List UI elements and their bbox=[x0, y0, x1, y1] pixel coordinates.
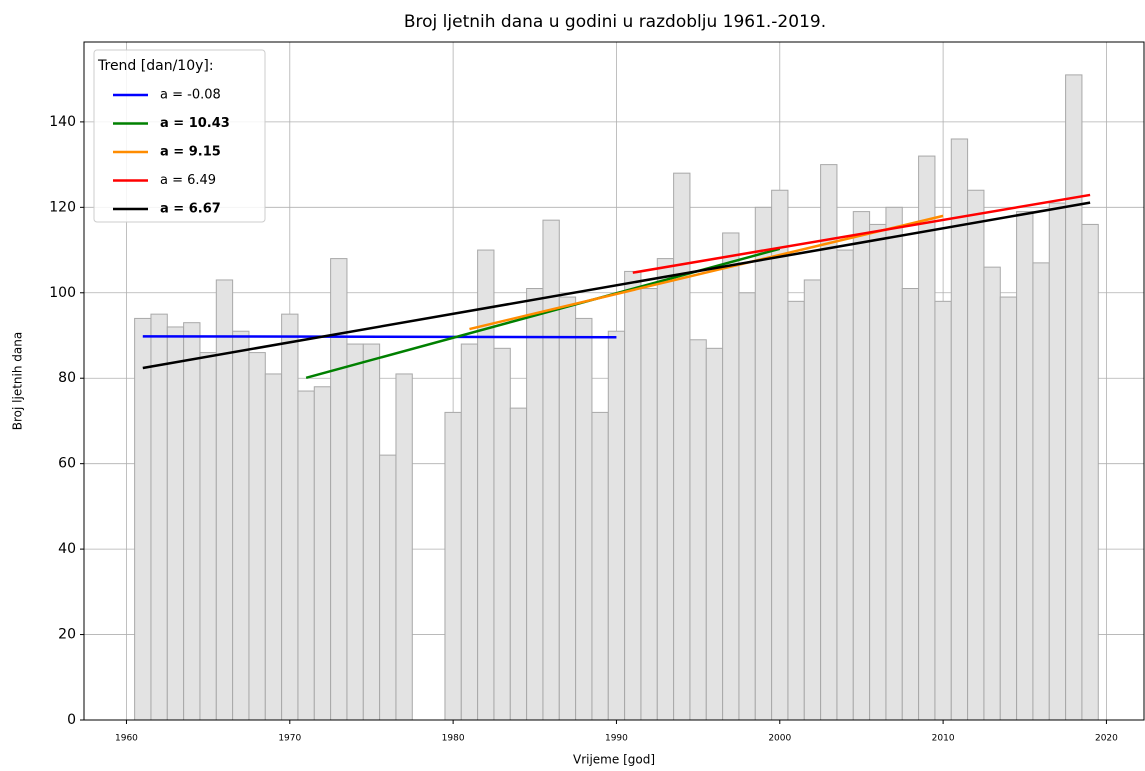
bar bbox=[362, 343, 381, 721]
bar bbox=[1065, 74, 1083, 721]
y-axis-label: Broj ljetnih dana bbox=[11, 332, 25, 430]
trend-line bbox=[632, 193, 1091, 274]
x-tick-label: 1990 bbox=[605, 734, 628, 744]
bar bbox=[477, 249, 495, 721]
bar bbox=[869, 223, 887, 721]
bar bbox=[934, 300, 952, 721]
x-tick-label: 1980 bbox=[442, 734, 465, 744]
bar bbox=[673, 172, 691, 721]
bar bbox=[330, 258, 348, 721]
bar bbox=[1016, 211, 1034, 721]
y-tick-label: 40 bbox=[58, 541, 76, 557]
bar bbox=[134, 317, 152, 721]
legend-label: a = 6.67 bbox=[160, 202, 221, 217]
bar bbox=[346, 343, 364, 721]
x-tick-label: 2020 bbox=[1095, 734, 1118, 744]
bar bbox=[640, 288, 658, 721]
bar bbox=[558, 296, 577, 721]
legend: Trend [dan/10y]: a = -0.08 a = 10.43 a = 9.… bbox=[93, 49, 266, 223]
bar bbox=[297, 390, 315, 721]
bar bbox=[689, 339, 707, 721]
bar bbox=[624, 270, 642, 721]
bar bbox=[150, 313, 168, 721]
x-tick-label: 1960 bbox=[115, 734, 138, 744]
bar bbox=[264, 373, 283, 721]
legend-label: a = -0.08 bbox=[160, 88, 221, 103]
bar bbox=[1048, 202, 1067, 721]
y-tick-label: 20 bbox=[58, 627, 76, 643]
bar bbox=[836, 249, 854, 721]
bar bbox=[199, 352, 217, 721]
chart-title: Broj ljetnih dana u godini u razdoblju 1… bbox=[404, 12, 826, 32]
bar bbox=[232, 330, 250, 721]
y-tick-label: 100 bbox=[49, 285, 76, 301]
bar bbox=[983, 266, 1001, 721]
bar bbox=[313, 386, 332, 721]
bar bbox=[1081, 223, 1099, 721]
y-tick-label: 120 bbox=[49, 199, 76, 215]
bar bbox=[183, 322, 201, 721]
bar bbox=[526, 288, 544, 721]
trend-line bbox=[469, 214, 944, 331]
bar bbox=[705, 347, 724, 721]
bar bbox=[771, 189, 789, 721]
bar bbox=[852, 211, 871, 721]
y-tick-label: 80 bbox=[58, 370, 76, 386]
bar bbox=[395, 373, 413, 721]
bar bbox=[885, 206, 903, 721]
bar bbox=[281, 313, 299, 721]
bar bbox=[738, 292, 756, 721]
y-tick-label: 60 bbox=[58, 456, 76, 472]
x-tick-label: 2010 bbox=[932, 734, 955, 744]
bar bbox=[918, 155, 936, 721]
bar bbox=[803, 279, 822, 721]
x-axis-label: Vrijeme [god] bbox=[573, 753, 655, 767]
bar bbox=[591, 411, 609, 721]
trend-lines bbox=[142, 193, 1091, 380]
bar bbox=[656, 258, 675, 721]
bar bbox=[248, 352, 266, 721]
x-tick-label: 2000 bbox=[768, 734, 791, 744]
bar bbox=[967, 189, 985, 721]
legend-label: a = 9.15 bbox=[160, 145, 221, 160]
trend-line bbox=[142, 201, 1091, 370]
bar bbox=[787, 300, 805, 721]
y-tick-label: 0 bbox=[67, 712, 76, 728]
plot-frame bbox=[83, 41, 1145, 721]
bar bbox=[215, 279, 234, 721]
bar bbox=[999, 296, 1018, 721]
legend-title: Trend [dan/10y]: bbox=[97, 58, 214, 74]
bar bbox=[575, 317, 593, 721]
bar bbox=[1032, 262, 1050, 721]
bar bbox=[460, 343, 479, 721]
y-tick-label: 140 bbox=[49, 114, 76, 130]
bar bbox=[722, 232, 740, 721]
bar bbox=[493, 347, 511, 721]
bar bbox=[754, 206, 773, 721]
legend-label: a = 10.43 bbox=[160, 116, 230, 131]
bar bbox=[166, 326, 185, 721]
bar bbox=[607, 330, 626, 721]
trend-line bbox=[142, 335, 617, 339]
ticks: 1960 1970 1980 1990 2000 2010 2020 0 20 40 60 80 100… bbox=[49, 114, 1118, 744]
legend-box bbox=[93, 49, 266, 223]
bar bbox=[379, 454, 397, 721]
bar bbox=[901, 288, 920, 721]
bar bbox=[509, 407, 528, 721]
bar bbox=[444, 411, 462, 721]
x-tick-label: 1970 bbox=[278, 734, 301, 744]
legend-label: a = 6.49 bbox=[160, 173, 216, 188]
